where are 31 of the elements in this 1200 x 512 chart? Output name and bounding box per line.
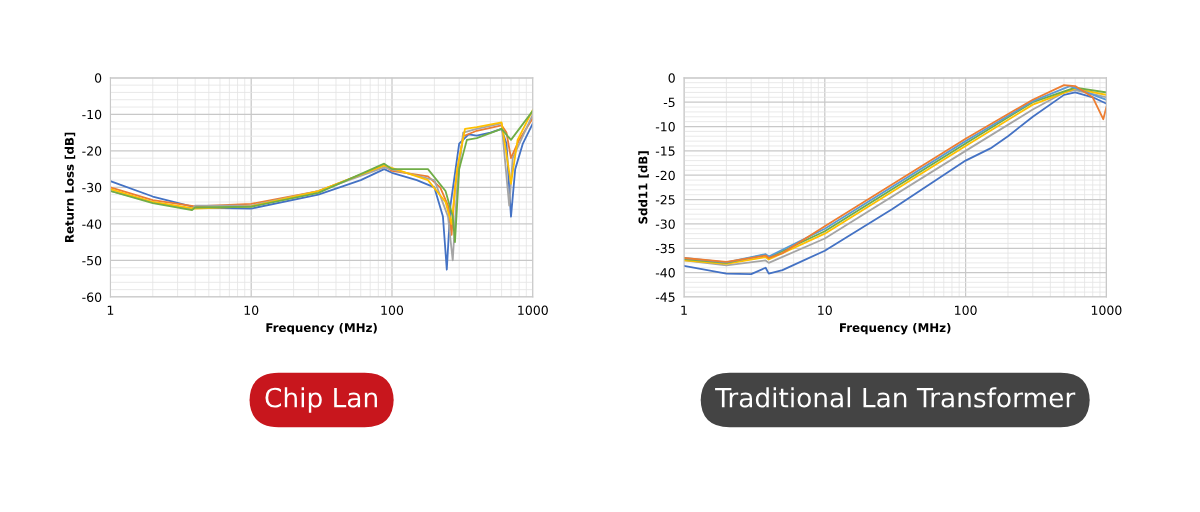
- y-tick-label: 0: [94, 73, 102, 83]
- y-tick-label: -25: [655, 195, 675, 205]
- y-tick-label: -5: [663, 97, 675, 108]
- text: Traditional Lan Transformer: [715, 387, 1076, 408]
- x-tick-label: 10: [244, 305, 259, 315]
- y-tick-label: -20: [655, 170, 675, 181]
- y-tick-label: -10: [655, 121, 675, 132]
- y-tick-label: -20: [82, 146, 102, 156]
- x-tick-label: 100: [381, 305, 404, 315]
- y-tick-label: -40: [82, 219, 102, 229]
- y-tick-label: 0: [668, 73, 675, 83]
- y-tick-label: -15: [655, 146, 675, 156]
- x-tick-label: 1000: [518, 305, 548, 315]
- y-tick-label: -35: [655, 243, 675, 254]
- x-tick-label: 1000: [1091, 305, 1122, 315]
- y-tick-label: -10: [82, 109, 102, 120]
- y-axis-title: Return Loss [dB]: [64, 132, 76, 243]
- y-tick-label: -60: [82, 292, 102, 302]
- x-axis-title: Frequency (MHz): [840, 322, 951, 335]
- y-tick-label: -50: [82, 255, 102, 266]
- y-tick-label: -45: [655, 292, 675, 302]
- x-axis-title: Frequency (MHz): [266, 322, 377, 335]
- x-tick-label: 1: [107, 305, 114, 315]
- text: Chip Lan: [265, 387, 377, 413]
- y-tick-label: -30: [655, 219, 675, 229]
- x-tick-label: 1: [681, 305, 687, 315]
- x-tick-label: 100: [955, 305, 977, 315]
- y-tick-label: -30: [82, 182, 102, 193]
- y-axis-title: Sdd11 [dB]: [638, 151, 649, 224]
- x-tick-label: 10: [818, 305, 832, 315]
- y-tick-label: -40: [655, 268, 675, 278]
